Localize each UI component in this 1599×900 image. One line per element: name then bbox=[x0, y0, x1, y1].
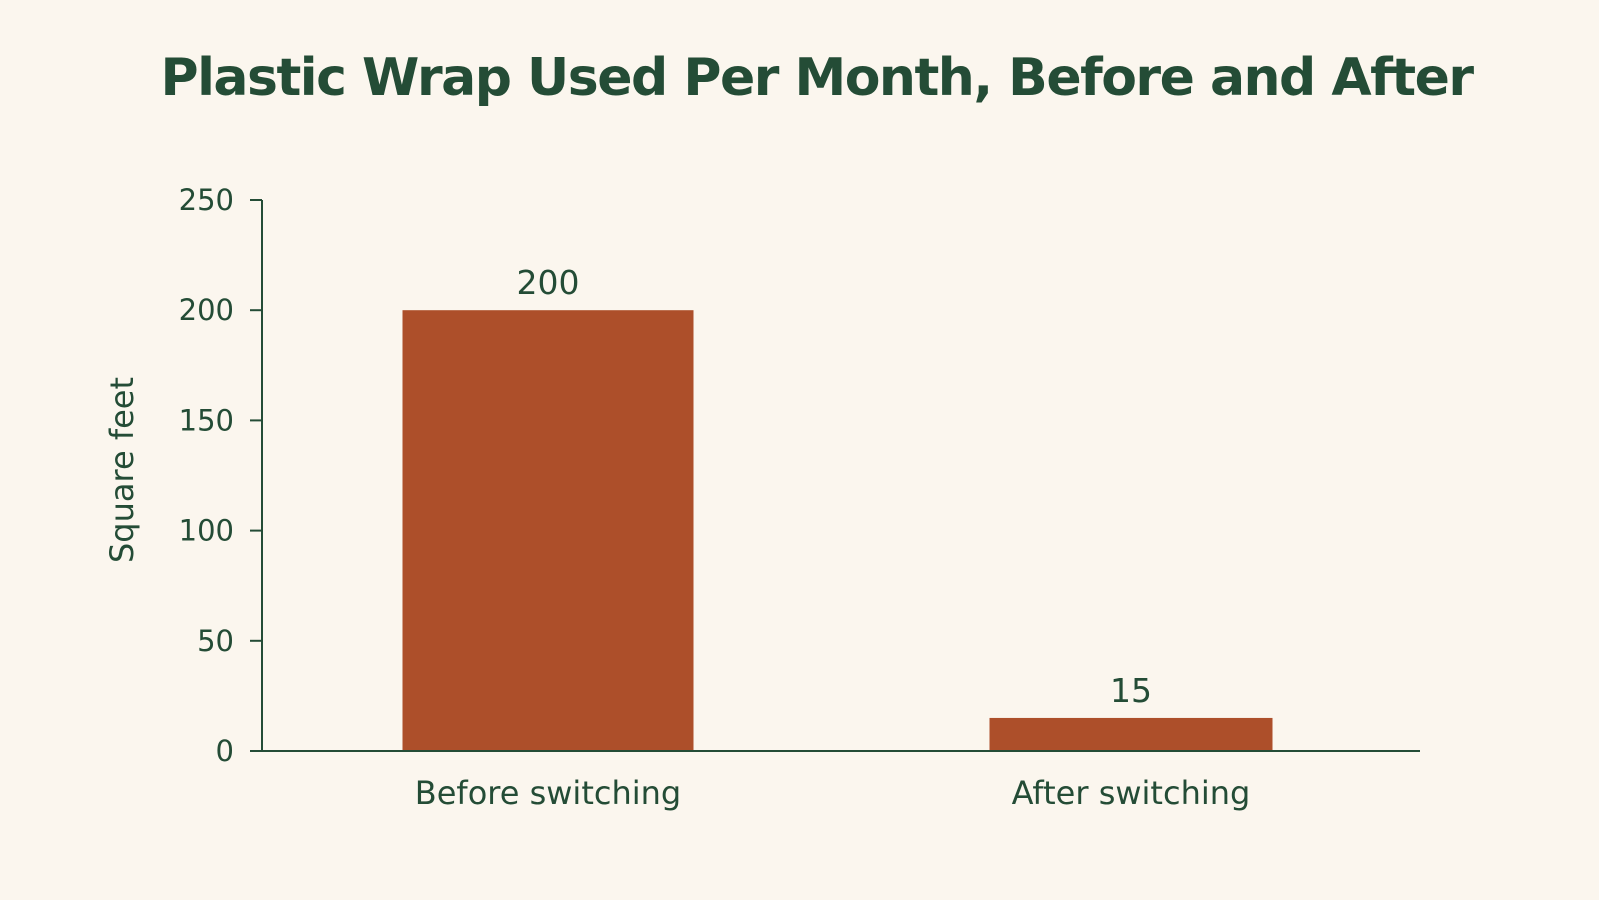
bar bbox=[402, 310, 694, 751]
bars bbox=[402, 310, 1273, 751]
bar-value-label: 200 bbox=[517, 263, 580, 302]
y-tick-label: 0 bbox=[216, 734, 234, 768]
y-axis-ticks: 0 50 100 150 200 250 bbox=[179, 183, 262, 768]
bar bbox=[989, 717, 1273, 751]
bar-value-label: 15 bbox=[1110, 671, 1152, 710]
x-axis-category-labels: Before switching After switching bbox=[415, 774, 1251, 812]
y-axis-title: Square feet bbox=[103, 377, 141, 563]
y-tick-label: 250 bbox=[179, 183, 234, 217]
chart-title: Plastic Wrap Used Per Month, Before and … bbox=[160, 48, 1474, 108]
y-tick-label: 150 bbox=[179, 403, 234, 437]
x-category-label: After switching bbox=[1012, 774, 1251, 812]
y-tick-label: 100 bbox=[179, 514, 234, 548]
y-tick-label: 200 bbox=[179, 293, 234, 327]
x-category-label: Before switching bbox=[415, 774, 681, 812]
y-tick-label: 50 bbox=[197, 624, 234, 658]
data-labels: 200 15 bbox=[517, 263, 1153, 710]
